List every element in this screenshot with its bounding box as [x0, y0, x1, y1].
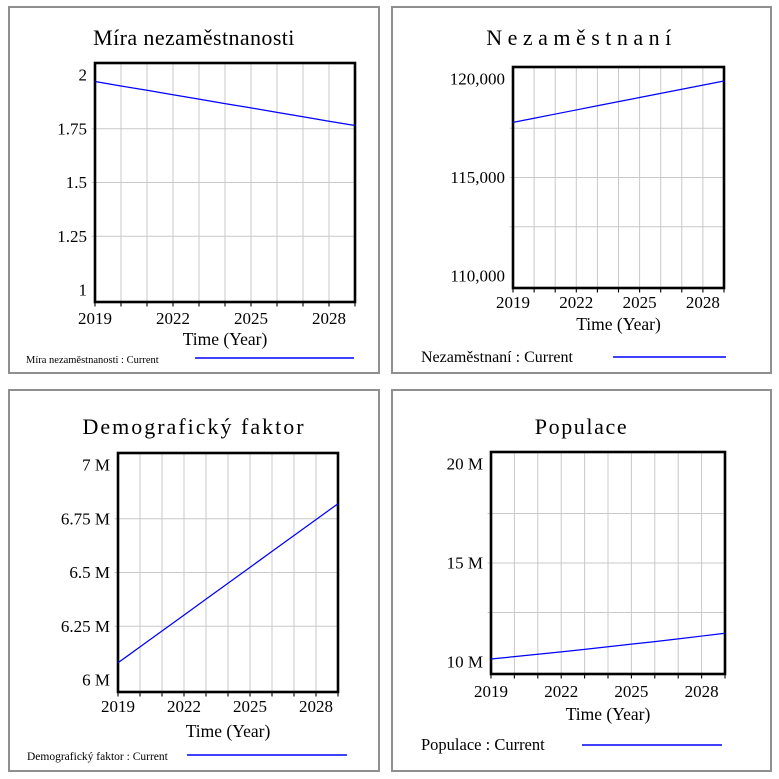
plot-frame	[116, 451, 340, 694]
x-axis-tick-label: 2028	[685, 682, 719, 701]
chart-title: Demografický faktor	[82, 414, 305, 439]
chart-canvas: Populace 20 M 15 M 10 M 2019 2022 2025 2028 Time…	[421, 414, 727, 754]
series-line	[117, 503, 339, 664]
chart-canvas: Míra nezaměstnanosti 2 1.75 1.5 1.25 1 2019 202…	[26, 25, 357, 366]
plot-frame	[511, 65, 726, 290]
x-axis-tick-label: 2019	[496, 293, 530, 312]
series-line	[512, 80, 725, 123]
y-axis-tick-label: 6.25 M	[61, 617, 110, 636]
y-axis-tick-label: 15 M	[447, 554, 483, 573]
legend-label: Nezaměstnaní : Current	[421, 349, 574, 366]
x-axis-tick-label: 2025	[623, 293, 657, 312]
y-axis-tick-label: 1	[79, 281, 88, 300]
x-axis-tick-label: 2019	[101, 697, 135, 716]
y-axis-tick-label: 1.5	[66, 173, 87, 192]
x-axis-tick-label: 2022	[167, 697, 201, 716]
plot-frame	[489, 450, 727, 676]
x-axis-tick-label: 2028	[299, 697, 333, 716]
x-axis-title: Time (Year)	[186, 721, 271, 741]
x-axis-tick-label: 2022	[559, 293, 593, 312]
legend-label: Demografický faktor : Current	[27, 751, 169, 763]
x-axis-tick-label: 2019	[474, 682, 508, 701]
y-axis-tick-label: 1.75	[57, 119, 87, 138]
y-axis-tick-label: 115,000	[450, 168, 505, 187]
chart-canvas: Demografický faktor 7 M 6.75 M 6.5 M 6.25 M 6…	[27, 414, 347, 763]
legend-label: Populace : Current	[421, 735, 545, 754]
x-axis-tick-label: 2019	[78, 309, 112, 328]
x-axis-tick-label: 2028	[686, 293, 720, 312]
x-axis-tick-label: 2025	[614, 682, 648, 701]
x-axis-tick-label: 2028	[312, 309, 346, 328]
plot-frame	[93, 61, 357, 304]
x-axis-tick-label: 2022	[156, 309, 190, 328]
chart-panel-populace: Populace 20 M 15 M 10 M 2019 2022 2025 2028 Time…	[391, 389, 772, 772]
legend-label: Míra nezaměstnanosti : Current	[26, 355, 159, 366]
x-axis-tick-label: 2025	[233, 697, 267, 716]
chart-panel-mira-nezamestnanosti: Míra nezaměstnanosti 2 1.75 1.5 1.25 1 2019 202…	[8, 6, 380, 374]
y-axis-tick-label: 110,000	[450, 267, 505, 286]
x-axis-tick-label: 2025	[234, 309, 268, 328]
y-axis-tick-label: 6.75 M	[61, 509, 110, 528]
chart-canvas: Nezaměstnaní 120,000 115,000 110,000 2019 202…	[421, 25, 726, 366]
series-line	[94, 80, 356, 127]
x-axis-tick-label: 2022	[544, 682, 578, 701]
y-axis-tick-label: 1.25	[57, 227, 87, 246]
series-line	[490, 632, 726, 660]
y-axis-tick-label: 120,000	[450, 70, 505, 89]
y-axis-tick-label: 6 M	[82, 671, 110, 690]
y-axis-tick-label: 2	[79, 66, 88, 85]
y-axis-tick-label: 7 M	[82, 456, 110, 475]
chart-title: Míra nezaměstnanosti	[93, 25, 295, 50]
chart-panel-demograficky-faktor: Demografický faktor 7 M 6.75 M 6.5 M 6.25 M 6…	[8, 389, 380, 772]
x-axis-title: Time (Year)	[183, 329, 268, 349]
chart-title: Populace	[535, 414, 628, 439]
chart-title: Nezaměstnaní	[486, 25, 677, 50]
y-axis-tick-label: 20 M	[447, 455, 483, 474]
chart-panel-nezamestnani: Nezaměstnaní 120,000 115,000 110,000 2019 202…	[391, 6, 772, 374]
y-axis-tick-label: 10 M	[447, 653, 483, 672]
x-axis-title: Time (Year)	[576, 314, 661, 334]
y-axis-tick-label: 6.5 M	[69, 563, 110, 582]
x-axis-title: Time (Year)	[566, 704, 651, 724]
